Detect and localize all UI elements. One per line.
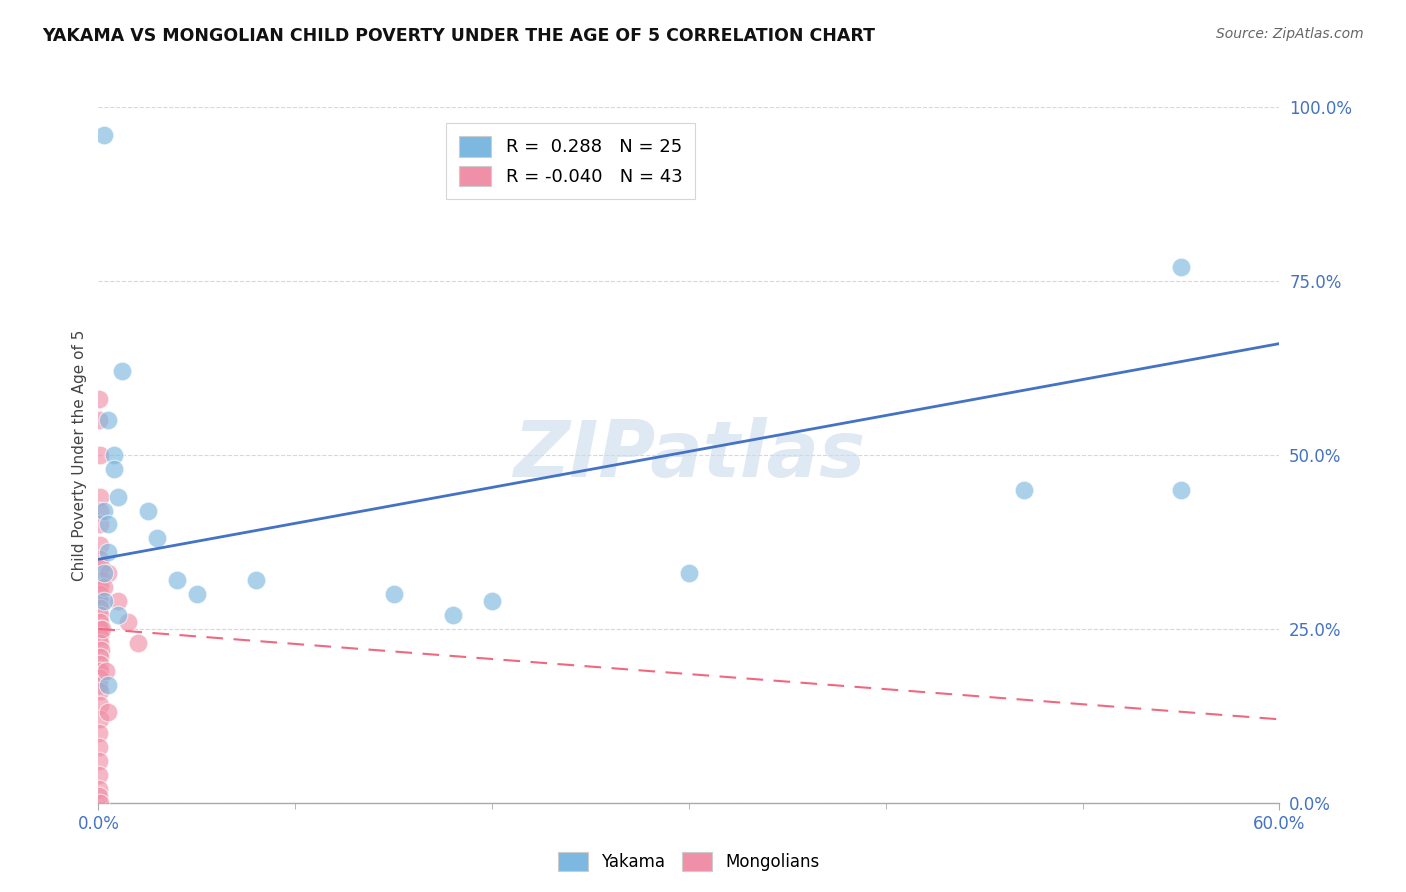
Point bbox=[93, 566, 115, 581]
Text: YAKAMA VS MONGOLIAN CHILD POVERTY UNDER THE AGE OF 5 CORRELATION CHART: YAKAMA VS MONGOLIAN CHILD POVERTY UNDER … bbox=[42, 27, 875, 45]
Point bbox=[382, 587, 405, 601]
Point bbox=[97, 517, 120, 532]
Point bbox=[93, 594, 115, 608]
Text: Source: ZipAtlas.com: Source: ZipAtlas.com bbox=[1216, 27, 1364, 41]
Point bbox=[90, 642, 112, 657]
Point bbox=[1012, 483, 1035, 497]
Point bbox=[678, 566, 700, 581]
Point bbox=[91, 622, 114, 636]
Point bbox=[97, 566, 120, 581]
Point bbox=[89, 789, 111, 803]
Point bbox=[89, 594, 111, 608]
Point bbox=[89, 636, 111, 650]
Point bbox=[89, 615, 111, 629]
Point bbox=[89, 538, 111, 552]
Point bbox=[89, 629, 111, 643]
Point bbox=[103, 462, 125, 476]
Point bbox=[89, 740, 111, 755]
Point bbox=[89, 657, 111, 671]
Point bbox=[89, 698, 111, 713]
Point bbox=[89, 796, 111, 810]
Point bbox=[93, 503, 115, 517]
Point bbox=[90, 573, 112, 587]
Point bbox=[186, 587, 208, 601]
Point bbox=[89, 587, 111, 601]
Point bbox=[89, 677, 111, 691]
Point bbox=[97, 706, 120, 720]
Legend: Yakama, Mongolians: Yakama, Mongolians bbox=[551, 846, 827, 878]
Point bbox=[103, 448, 125, 462]
Point bbox=[89, 517, 111, 532]
Point bbox=[89, 601, 111, 615]
Point bbox=[89, 622, 111, 636]
Point bbox=[89, 607, 111, 622]
Point bbox=[441, 607, 464, 622]
Point bbox=[107, 490, 129, 504]
Point bbox=[89, 712, 111, 726]
Point bbox=[97, 413, 120, 427]
Point bbox=[89, 413, 111, 427]
Point bbox=[89, 448, 111, 462]
Point bbox=[89, 649, 111, 664]
Point bbox=[97, 677, 120, 691]
Point bbox=[97, 545, 120, 559]
Point bbox=[89, 664, 111, 678]
Point bbox=[111, 364, 134, 378]
Point bbox=[89, 490, 111, 504]
Point bbox=[89, 754, 111, 768]
Point bbox=[89, 580, 111, 594]
Point bbox=[89, 726, 111, 740]
Point bbox=[89, 781, 111, 796]
Point bbox=[89, 503, 111, 517]
Point bbox=[89, 768, 111, 782]
Point bbox=[89, 392, 111, 407]
Point bbox=[89, 671, 111, 685]
Point bbox=[93, 580, 115, 594]
Point bbox=[481, 594, 503, 608]
Text: ZIPatlas: ZIPatlas bbox=[513, 417, 865, 493]
Point bbox=[93, 128, 115, 142]
Point bbox=[166, 573, 188, 587]
Point bbox=[107, 607, 129, 622]
Point bbox=[1170, 260, 1192, 274]
Y-axis label: Child Poverty Under the Age of 5: Child Poverty Under the Age of 5 bbox=[72, 329, 87, 581]
Point bbox=[146, 532, 169, 546]
Point bbox=[96, 664, 118, 678]
Point bbox=[90, 559, 112, 574]
Point bbox=[89, 552, 111, 566]
Point bbox=[136, 503, 159, 517]
Point bbox=[107, 594, 129, 608]
Point bbox=[245, 573, 267, 587]
Point bbox=[117, 615, 139, 629]
Point bbox=[127, 636, 149, 650]
Point bbox=[89, 684, 111, 698]
Point bbox=[1170, 483, 1192, 497]
